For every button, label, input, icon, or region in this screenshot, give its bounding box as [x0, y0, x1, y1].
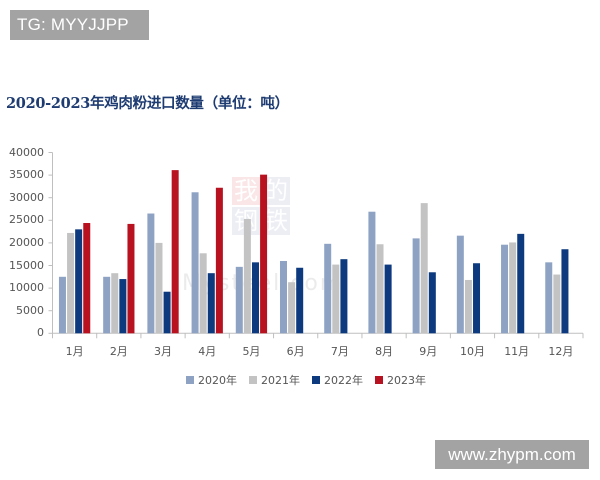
- bar-2021: [376, 244, 384, 334]
- tg-badge: TG: MYYJJPP: [10, 10, 149, 40]
- bar-2023: [83, 223, 91, 334]
- legend-swatch-2022: [312, 376, 320, 384]
- bar-2020: [58, 276, 66, 334]
- bar-2020: [456, 235, 464, 334]
- bar-2023: [127, 223, 135, 334]
- bar-2022: [428, 272, 436, 334]
- bar-2020: [501, 244, 509, 334]
- legend-label: 2020年: [198, 374, 237, 387]
- x-tick-label: 3月: [154, 345, 173, 358]
- x-tick-label: 1月: [65, 345, 84, 358]
- bar-2020: [412, 238, 420, 334]
- legend-label: 2021年: [261, 374, 300, 387]
- url-badge: www.zhypm.com: [435, 440, 589, 469]
- legend-swatch-2021: [249, 376, 257, 384]
- chart-legend: 2020年 2021年 2022年 2023年: [186, 372, 426, 388]
- legend-label: 2023年: [387, 374, 426, 387]
- bar-2023: [215, 187, 223, 334]
- y-tick-label: 25000: [9, 213, 44, 227]
- x-tick-label: 4月: [198, 345, 217, 358]
- bar-2021: [288, 282, 296, 334]
- x-tick-label: 2月: [109, 345, 128, 358]
- x-tick-label: 10月: [459, 345, 485, 358]
- legend-item-2022: 2022年: [312, 372, 363, 388]
- y-tick-label: 30000: [9, 190, 44, 204]
- bar-2022: [207, 273, 215, 334]
- y-tick-label: 15000: [9, 258, 44, 272]
- x-tick-label: 12月: [548, 345, 574, 358]
- bar-2020: [103, 276, 111, 334]
- bar-2022: [75, 229, 83, 334]
- bar-2022: [561, 249, 569, 334]
- y-tick-label: 10000: [9, 281, 44, 295]
- bar-2023: [260, 174, 268, 334]
- bar-2022: [296, 267, 304, 334]
- bar-2021: [243, 218, 251, 334]
- bar-2020: [368, 211, 376, 334]
- bar-2022: [517, 233, 525, 334]
- x-tick-label: 11月: [504, 345, 530, 358]
- bar-2020: [147, 213, 155, 334]
- bar-2020: [235, 266, 243, 334]
- bar-2020: [279, 260, 287, 334]
- bar-2022: [163, 291, 171, 334]
- legend-item-2020: 2020年: [186, 372, 237, 388]
- bar-2022: [384, 264, 392, 334]
- bar-2020: [324, 243, 332, 334]
- bar-2021: [332, 264, 340, 334]
- x-tick-label: 6月: [286, 345, 305, 358]
- bar-2023: [171, 170, 179, 334]
- bar-2022: [473, 263, 481, 334]
- x-tick-label: 5月: [242, 345, 261, 358]
- y-tick-label: 20000: [9, 235, 44, 249]
- y-tick-label: 40000: [9, 145, 44, 159]
- x-tick-label: 9月: [419, 345, 438, 358]
- y-tick-label: 5000: [16, 303, 44, 317]
- bar-2022: [119, 279, 127, 334]
- x-tick-label: 7月: [330, 345, 349, 358]
- y-tick-label: 35000: [9, 168, 44, 182]
- bar-2021: [553, 274, 561, 334]
- bar-2022: [251, 262, 259, 334]
- legend-swatch-2023: [375, 376, 383, 384]
- legend-label: 2022年: [324, 374, 363, 387]
- bar-2021: [111, 273, 119, 334]
- bar-2021: [509, 242, 517, 334]
- bar-2021: [464, 279, 472, 334]
- bar-2021: [199, 253, 207, 334]
- bar-2021: [155, 242, 163, 334]
- legend-item-2023: 2023年: [375, 372, 426, 388]
- x-tick-label: 8月: [375, 345, 394, 358]
- bar-2020: [545, 262, 553, 334]
- legend-item-2021: 2021年: [249, 372, 300, 388]
- bar-2021: [420, 203, 428, 334]
- bar-2022: [340, 259, 348, 334]
- bar-2021: [67, 232, 75, 334]
- legend-swatch-2020: [186, 376, 194, 384]
- bar-2020: [191, 192, 199, 334]
- chart-title: 2020-2023年鸡肉粉进口数量（单位：吨）: [6, 95, 289, 112]
- y-tick-label: 0: [37, 326, 44, 340]
